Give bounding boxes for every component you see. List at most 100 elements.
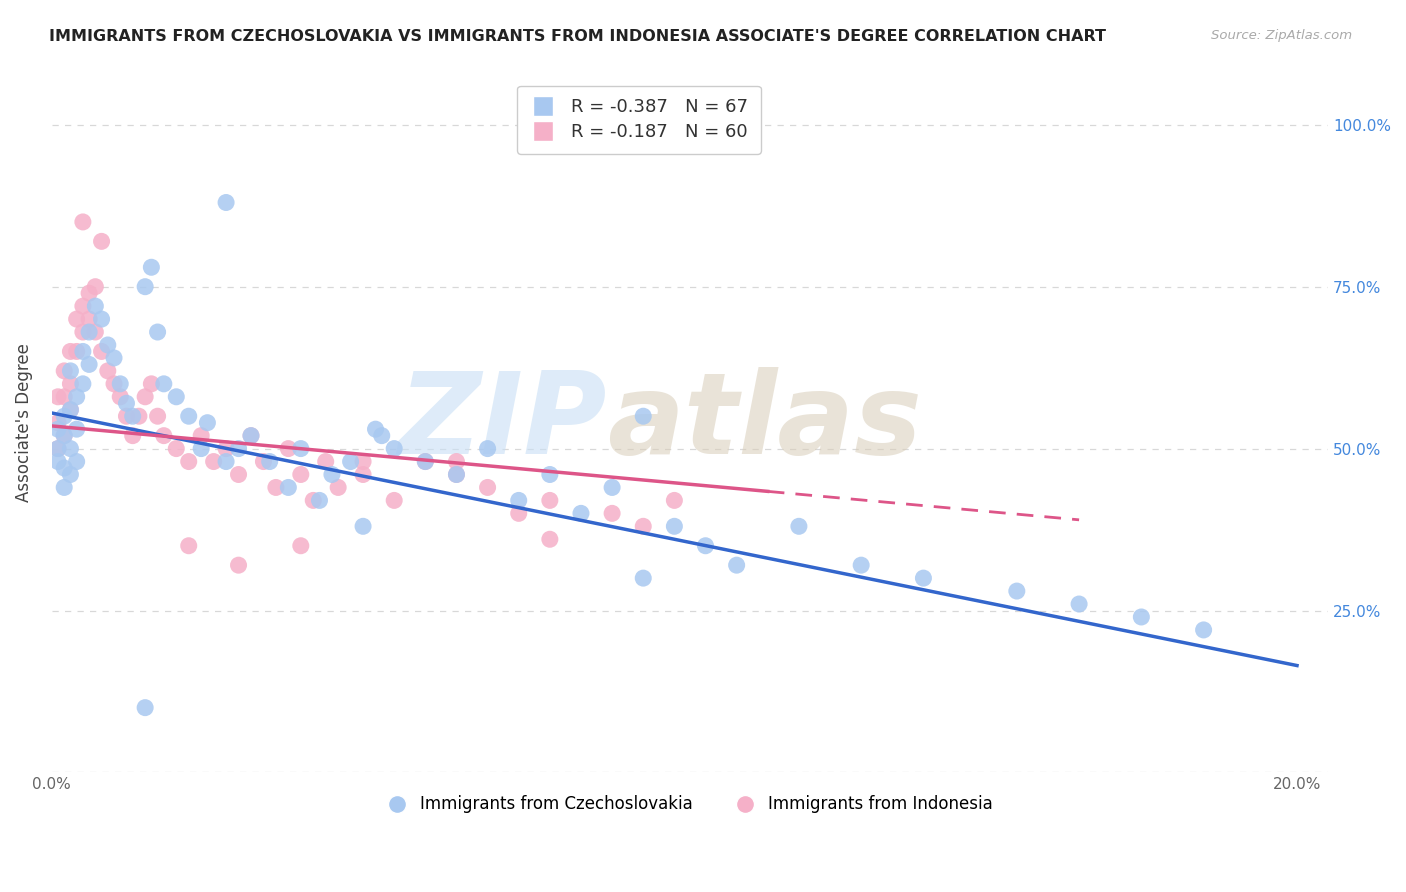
Point — [277, 442, 299, 456]
Point — [134, 390, 156, 404]
Point — [508, 507, 530, 521]
Point — [215, 454, 238, 468]
Point — [110, 390, 132, 404]
Point — [77, 358, 100, 372]
Point — [77, 325, 100, 339]
Point — [912, 571, 935, 585]
Point — [302, 493, 325, 508]
Point — [321, 467, 343, 482]
Point — [364, 422, 387, 436]
Point — [153, 376, 176, 391]
Point — [141, 376, 163, 391]
Point — [600, 480, 623, 494]
Point — [328, 480, 350, 494]
Point — [153, 428, 176, 442]
Point — [59, 376, 82, 391]
Point — [53, 390, 76, 404]
Point — [90, 344, 112, 359]
Point — [252, 454, 274, 468]
Point — [538, 467, 561, 482]
Point — [1130, 610, 1153, 624]
Point — [84, 325, 107, 339]
Point — [90, 312, 112, 326]
Point — [190, 428, 212, 442]
Point — [110, 376, 132, 391]
Point — [53, 428, 76, 442]
Point — [477, 442, 499, 456]
Point — [190, 442, 212, 456]
Point — [46, 416, 69, 430]
Point — [315, 454, 337, 468]
Point — [77, 312, 100, 326]
Point — [72, 299, 94, 313]
Point — [66, 312, 89, 326]
Point — [633, 519, 655, 533]
Point — [382, 442, 405, 456]
Point — [264, 480, 287, 494]
Point — [46, 442, 69, 456]
Point — [59, 364, 82, 378]
Point — [415, 454, 437, 468]
Point — [1067, 597, 1090, 611]
Point — [664, 519, 686, 533]
Point — [59, 467, 82, 482]
Point — [477, 480, 499, 494]
Point — [46, 454, 69, 468]
Text: Source: ZipAtlas.com: Source: ZipAtlas.com — [1212, 29, 1353, 42]
Point — [259, 454, 281, 468]
Point — [197, 416, 219, 430]
Point — [240, 428, 263, 442]
Point — [134, 279, 156, 293]
Point — [46, 390, 69, 404]
Point — [446, 467, 468, 482]
Point — [633, 409, 655, 424]
Point — [228, 467, 250, 482]
Point — [415, 454, 437, 468]
Point — [352, 519, 374, 533]
Point — [84, 279, 107, 293]
Point — [202, 454, 225, 468]
Point — [215, 195, 238, 210]
Point — [59, 402, 82, 417]
Point — [77, 286, 100, 301]
Point — [277, 480, 299, 494]
Point — [538, 533, 561, 547]
Text: IMMIGRANTS FROM CZECHOSLOVAKIA VS IMMIGRANTS FROM INDONESIA ASSOCIATE'S DEGREE C: IMMIGRANTS FROM CZECHOSLOVAKIA VS IMMIGR… — [49, 29, 1107, 44]
Point — [165, 442, 187, 456]
Point — [695, 539, 717, 553]
Point — [53, 480, 76, 494]
Point — [290, 442, 312, 456]
Point — [59, 442, 82, 456]
Point — [508, 493, 530, 508]
Point — [84, 299, 107, 313]
Point — [177, 409, 200, 424]
Point — [72, 215, 94, 229]
Point — [600, 507, 623, 521]
Point — [787, 519, 810, 533]
Point — [97, 338, 120, 352]
Point — [141, 260, 163, 275]
Point — [115, 409, 138, 424]
Point — [633, 571, 655, 585]
Legend: Immigrants from Czechoslovakia, Immigrants from Indonesia: Immigrants from Czechoslovakia, Immigran… — [381, 789, 1000, 820]
Point — [128, 409, 150, 424]
Point — [177, 539, 200, 553]
Point — [849, 558, 872, 573]
Point — [90, 235, 112, 249]
Point — [664, 493, 686, 508]
Point — [290, 467, 312, 482]
Point — [121, 428, 143, 442]
Point — [115, 396, 138, 410]
Point — [59, 344, 82, 359]
Point — [72, 344, 94, 359]
Point — [53, 461, 76, 475]
Point — [66, 454, 89, 468]
Point — [53, 364, 76, 378]
Point — [725, 558, 748, 573]
Point — [72, 325, 94, 339]
Point — [215, 442, 238, 456]
Point — [339, 454, 361, 468]
Point — [1192, 623, 1215, 637]
Point — [352, 454, 374, 468]
Point — [228, 558, 250, 573]
